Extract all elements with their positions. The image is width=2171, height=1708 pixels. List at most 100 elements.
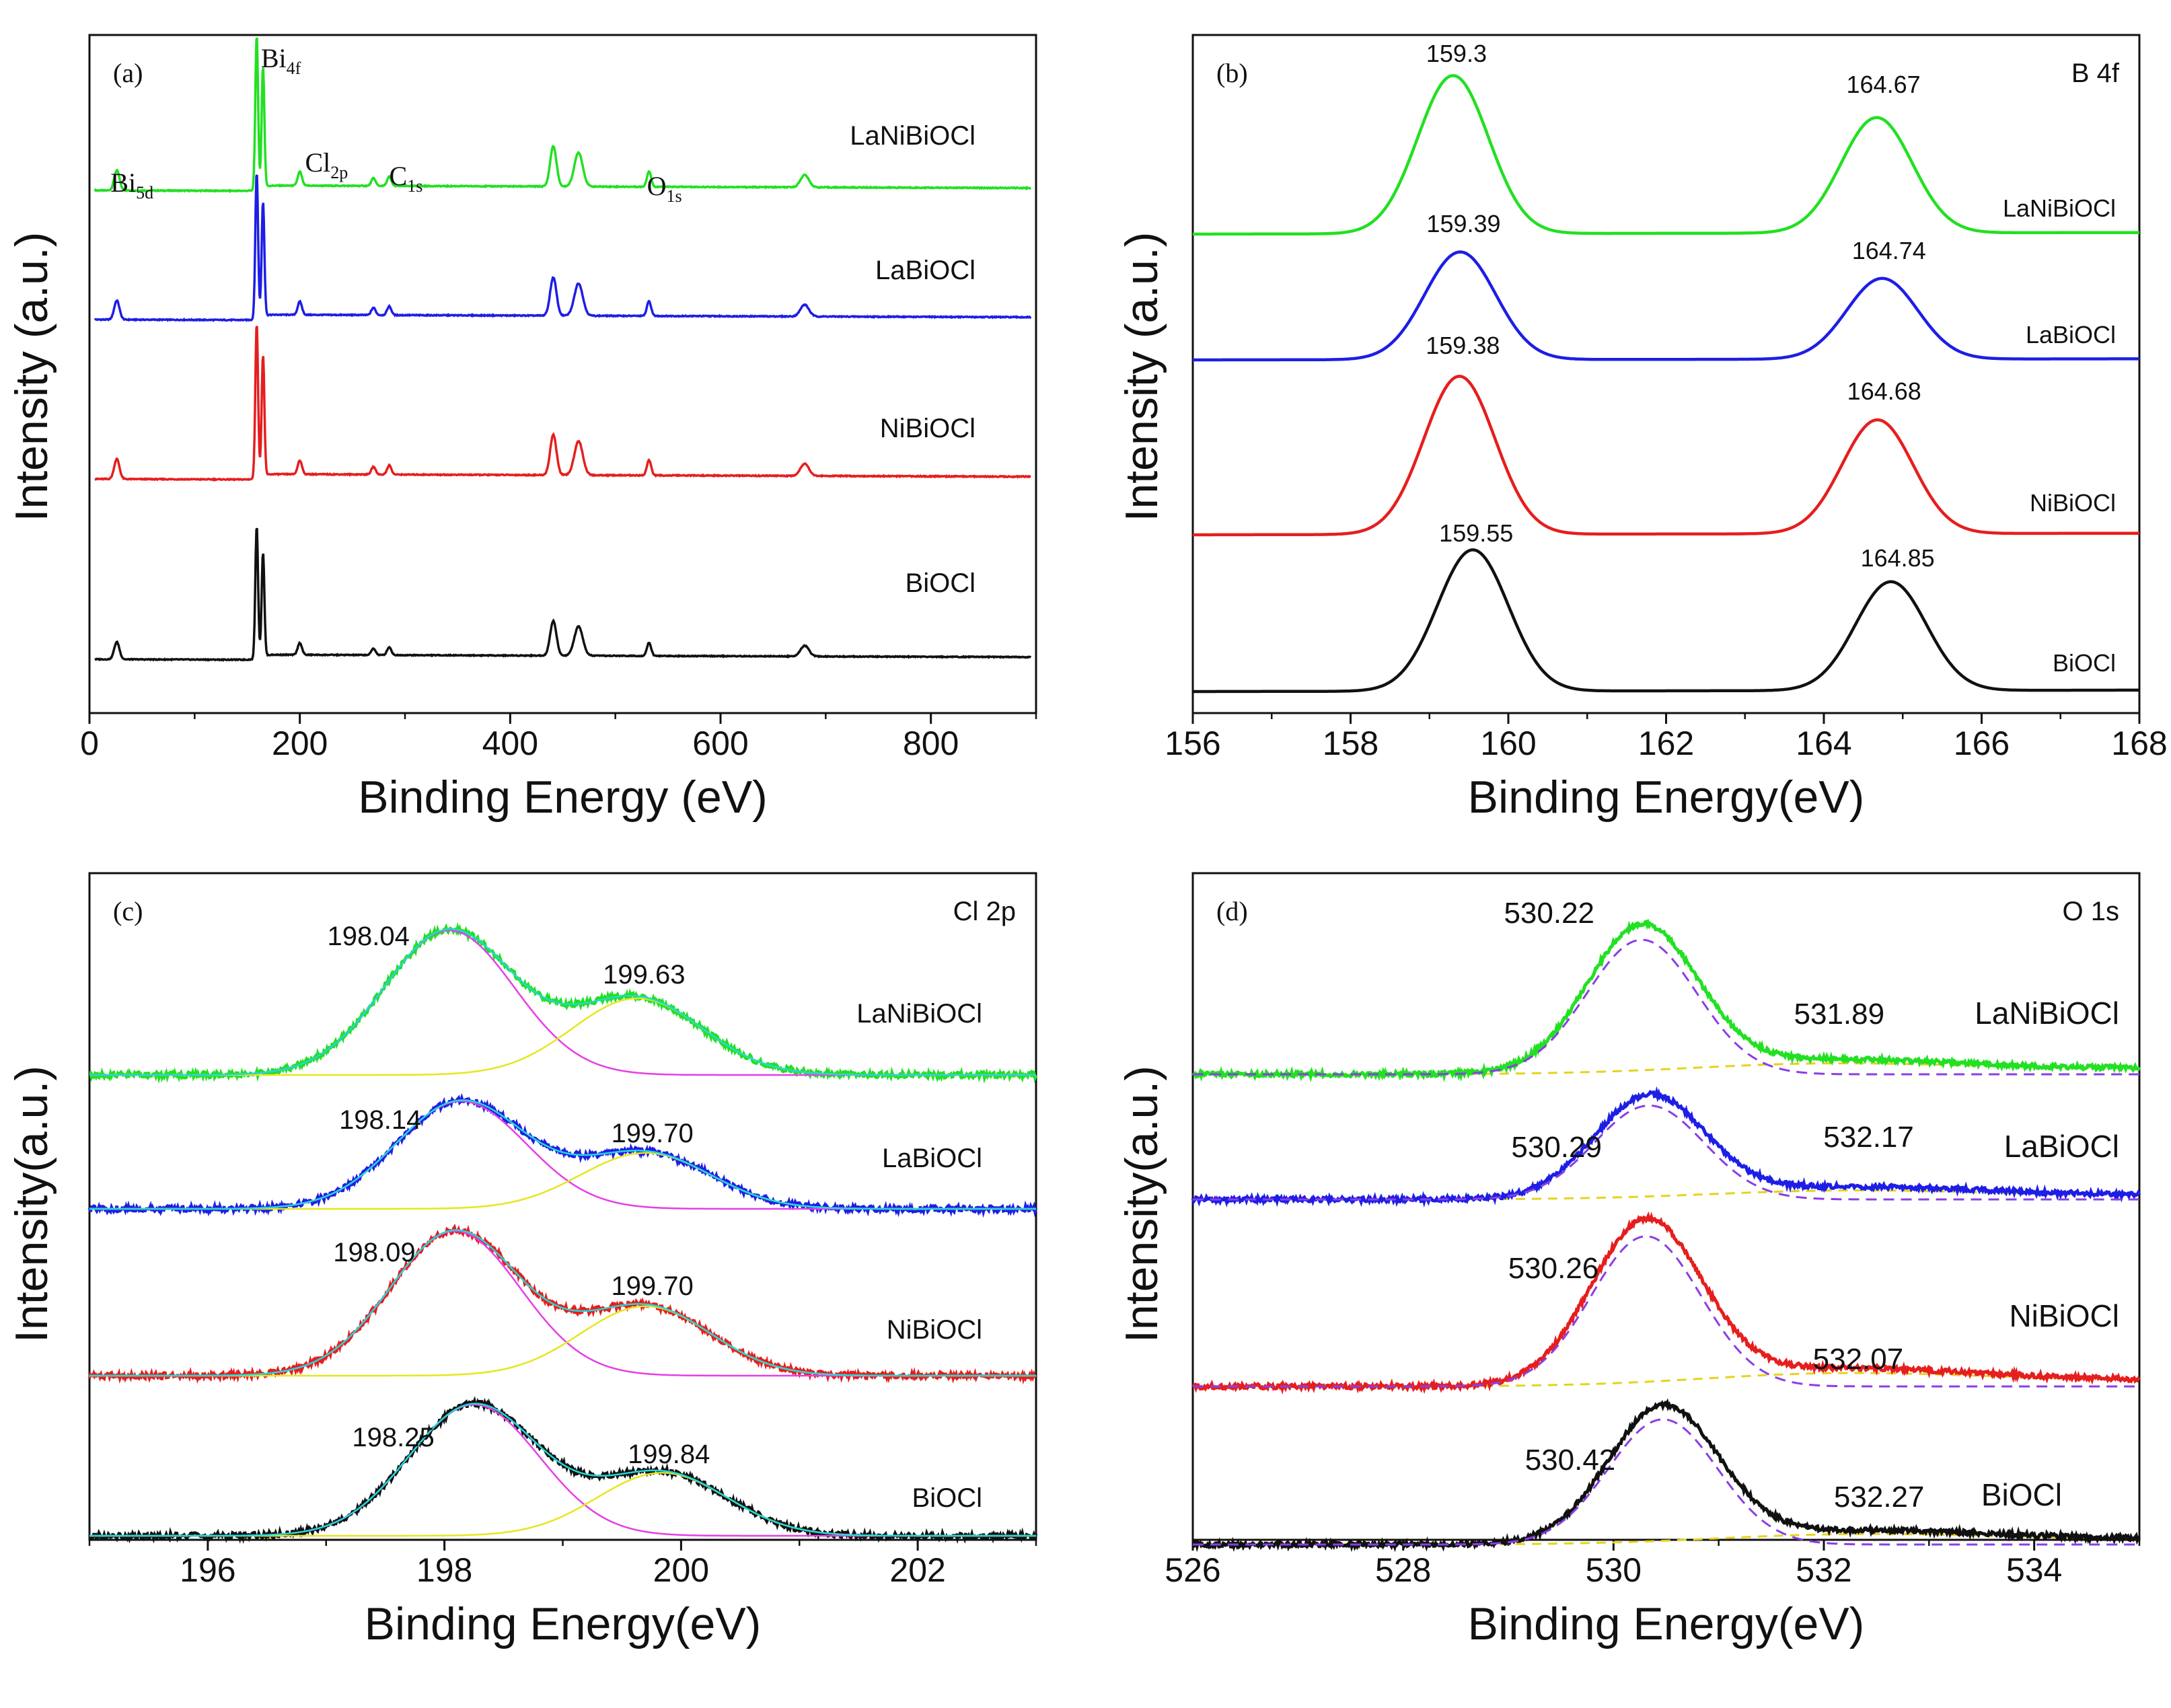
x-tick-label: 200: [653, 1551, 709, 1589]
series-label: NiBiOCl: [2009, 1298, 2119, 1333]
peak-label: Bi4f: [261, 43, 301, 78]
series-raw-NiBiOCl: [87, 1224, 1037, 1385]
series-line-NiBiOCl: [1193, 375, 2140, 537]
peak-value-label: 530.26: [1508, 1252, 1599, 1285]
x-axis-label: Binding Energy (eV): [358, 772, 768, 823]
fit-component-2: [89, 1472, 1036, 1537]
fit-envelope: [89, 1099, 1036, 1210]
peak-value-label: 198.04: [327, 922, 409, 951]
series-label: BiOCl: [912, 1483, 982, 1513]
peak-value-label: 198.25: [352, 1423, 434, 1452]
panel-label: (b): [1216, 58, 1248, 88]
series-line-BiOCl: [94, 527, 1032, 662]
fit-envelope: [89, 928, 1036, 1076]
peak-label-sub: 1s: [407, 176, 422, 196]
peak-value-label: 532.07: [1813, 1343, 1904, 1376]
series-label: LaBiOCl: [2004, 1129, 2119, 1164]
series-label: LaBiOCl: [2026, 321, 2116, 348]
peak-value-label: 199.70: [611, 1271, 693, 1301]
series-line-LaBiOCl: [94, 174, 1032, 322]
peak-label-main: O: [647, 171, 667, 201]
peak-label-main: Bi: [261, 43, 287, 73]
fit-component-1: [1193, 1105, 2139, 1201]
peak-value-label: 164.85: [1861, 544, 1935, 572]
x-tick-label: 532: [1796, 1551, 1851, 1589]
x-tick-label: 534: [2006, 1551, 2062, 1589]
x-tick-label: 526: [1165, 1551, 1220, 1589]
fit-component-1: [1193, 938, 2139, 1076]
peak-value-label: 532.17: [1823, 1121, 1914, 1154]
peak-value-label: 530.22: [1504, 897, 1594, 930]
series-label: NiBiOCl: [887, 1315, 982, 1345]
peak-value-label: 159.3: [1426, 40, 1487, 67]
x-tick-label: 166: [1954, 725, 2010, 762]
peak-label-main: Bi: [110, 168, 136, 198]
series-line-LaBiOCl: [1193, 250, 2139, 362]
peak-value-label: 198.14: [339, 1105, 421, 1135]
series-label: BiOCl: [906, 568, 976, 598]
x-tick-label: 162: [1638, 725, 1694, 762]
panel-c: 196 198 200 202 Binding Energy(eV) Intensity(…: [6, 872, 1038, 1649]
peak-value-label: 532.27: [1834, 1481, 1925, 1514]
series-line-NiBiOCl: [94, 326, 1031, 482]
series-label: NiBiOCl: [2030, 489, 2116, 517]
peak-value-label: 199.70: [611, 1119, 693, 1148]
panel-label: (c): [113, 896, 143, 926]
x-tick-label: 200: [272, 725, 328, 762]
peak-value-label: 159.39: [1426, 210, 1500, 237]
y-axis-label: Intensity (a.u.): [1116, 232, 1167, 522]
series-line-BiOCl: [1193, 548, 2139, 694]
x-tick-label: 156: [1165, 725, 1220, 762]
y-axis-label: Intensity(a.u.): [1116, 1066, 1167, 1343]
x-tick-label: 528: [1375, 1551, 1431, 1589]
plot-frame: [88, 34, 1037, 714]
peak-label: O1s: [647, 171, 682, 206]
series-raw-NiBiOCl: [1191, 1211, 2141, 1395]
fit-baseline: [1193, 1062, 2139, 1076]
peak-label-main: Cl: [305, 147, 330, 178]
x-tick-label: 600: [692, 725, 748, 762]
series-label: LaNiBiOCl: [850, 121, 976, 151]
series-raw-BiOCl: [89, 1396, 1038, 1545]
fit-component-1: [1193, 1418, 2139, 1546]
panel-a: 0 200 400 600 800 Binding Energy (eV) Intensit…: [6, 34, 1037, 823]
fit-component-1: [1193, 1235, 2139, 1388]
peak-label-sub: 1s: [666, 186, 682, 206]
fit-baseline: [1193, 1532, 2139, 1546]
peak-label: C1s: [390, 161, 423, 196]
corner-label: O 1s: [2063, 897, 2119, 926]
peak-value-label: 159.38: [1426, 332, 1500, 359]
peak-label-main: C: [390, 161, 408, 191]
peak-value-label: 198.09: [333, 1238, 415, 1267]
series-label: LaNiBiOCl: [2003, 194, 2116, 222]
peak-label-sub: 2p: [330, 163, 348, 182]
peak-value-label: 159.55: [1439, 519, 1513, 547]
peak-value-label: 530.42: [1525, 1444, 1616, 1477]
x-axis-label: Binding Energy(eV): [1468, 1598, 1865, 1649]
series-line-LaNiBiOCl: [1193, 74, 2140, 236]
fit-baseline: [1193, 1189, 2140, 1201]
series-raw-LaNiBiOCl: [1191, 918, 2141, 1082]
x-tick-label: 168: [2111, 725, 2167, 762]
peak-value-label: 530.29: [1511, 1131, 1602, 1164]
peak-label-sub: 4f: [287, 59, 301, 78]
peak-value-label: 164.74: [1852, 237, 1926, 264]
peak-label: Cl2p: [305, 147, 348, 182]
panel-label: (a): [113, 58, 143, 88]
panel-b: 156 158 160 162 164 166 168 Binding Energy(eV) I…: [1116, 34, 2168, 823]
series-label: LaNiBiOCl: [856, 999, 982, 1029]
x-tick-label: 198: [416, 1551, 472, 1589]
peak-value-label: 531.89: [1794, 998, 1885, 1031]
corner-label: B 4f: [2071, 59, 2120, 88]
series-label: BiOCl: [2053, 649, 2116, 677]
x-tick-label: 800: [903, 725, 959, 762]
x-tick-label: 400: [482, 725, 538, 762]
x-tick-label: 202: [889, 1551, 945, 1589]
peak-value-label: 164.67: [1847, 71, 1921, 98]
series-label: BiOCl: [1981, 1477, 2062, 1512]
series-label: LaBiOCl: [875, 256, 976, 285]
plot-frame: [1191, 34, 2141, 714]
peak-label: Bi5d: [110, 168, 153, 202]
series-line-LaNiBiOCl: [94, 37, 1032, 193]
